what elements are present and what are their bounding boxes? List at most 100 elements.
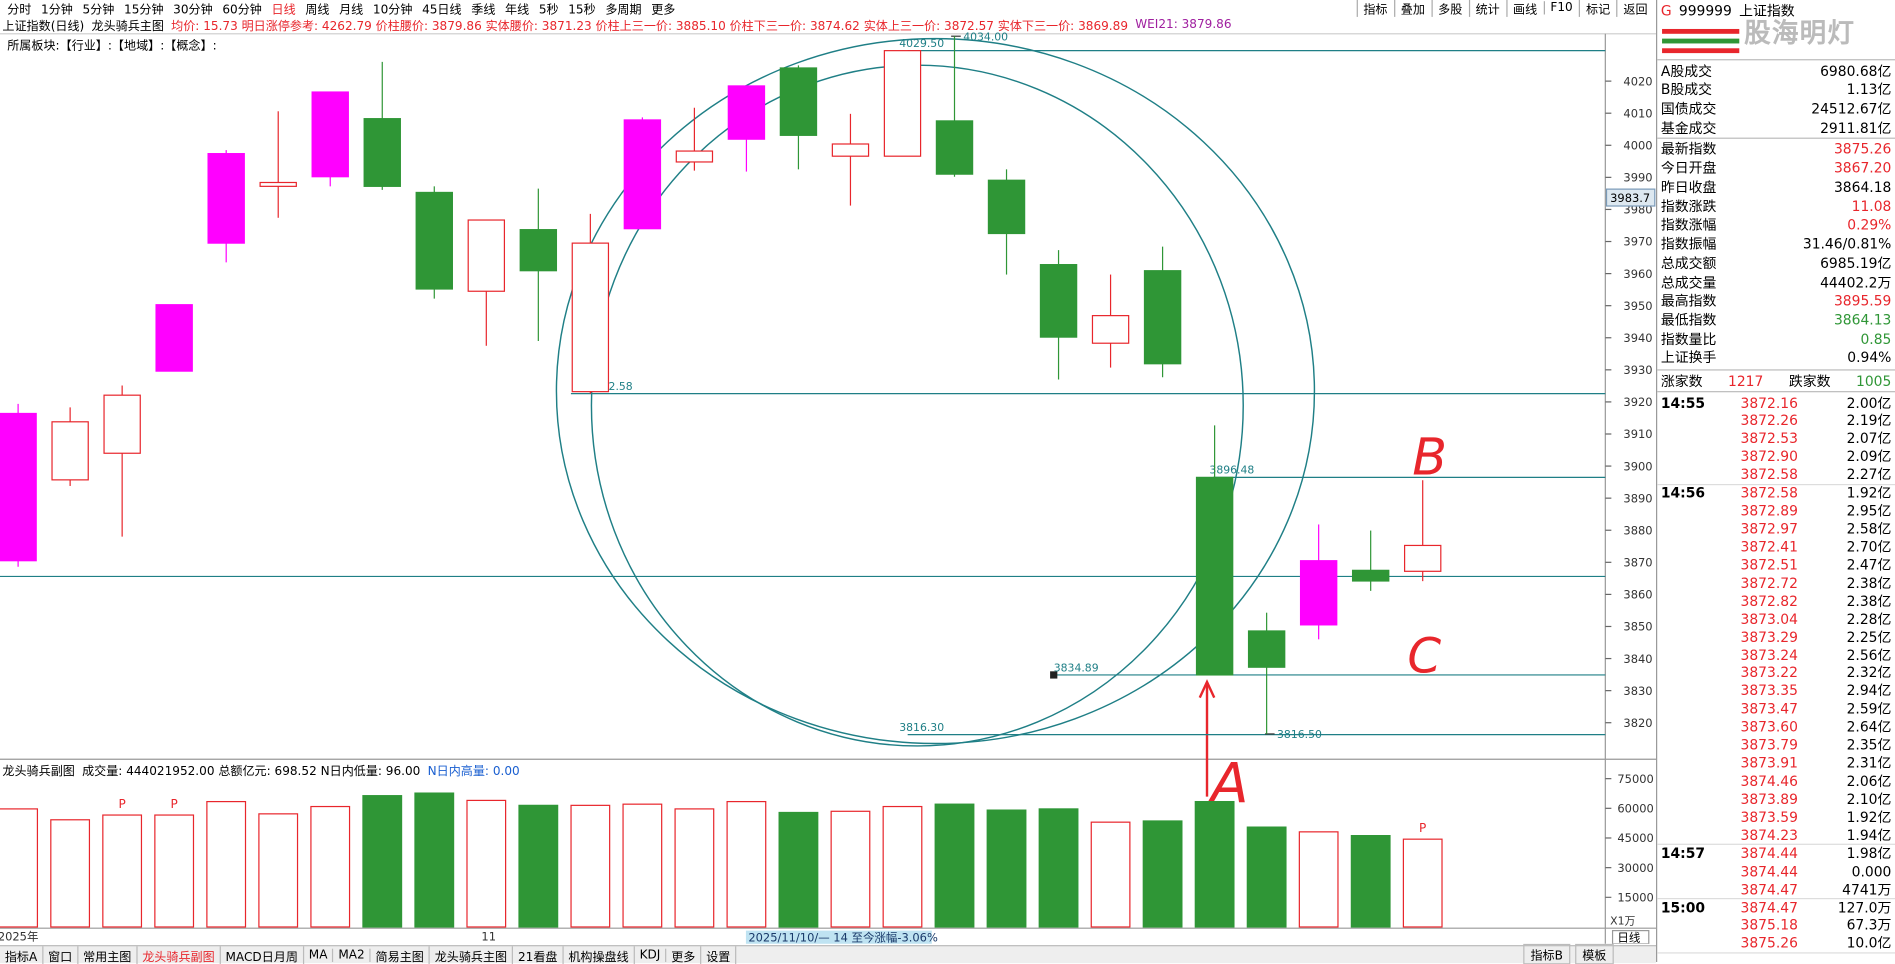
bottom-tab[interactable]: 龙头骑兵副图 [137,945,221,964]
period-tab[interactable]: 季线 [471,3,496,17]
trade-price: 3875.18 [1740,916,1798,934]
candle-body [1351,569,1390,582]
candle-body [1247,630,1286,668]
wei-value: WEI21: 3879.86 [1135,18,1232,32]
sep [1657,59,1895,61]
up-label: 涨家数 [1660,372,1703,390]
volume-bar [362,795,403,928]
chart-header: 上证指数(日线) 龙头骑兵主图 均价: 15.73 明日涨停参考: 4262.7… [2,17,1232,34]
tool-button[interactable]: 标记 [1578,0,1616,17]
trade-row: 3872.51 2.47亿 [1661,556,1892,574]
stat-label: 指数振幅 [1660,235,1717,253]
trade-row: 3872.58 2.27亿 [1661,466,1892,484]
stat-value: 0.85 [1860,330,1892,348]
y-tick-label: 3990 [1623,171,1652,185]
candle-body [1299,560,1338,626]
tool-button[interactable]: 指标 [1356,0,1393,17]
y-tick-label: 3950 [1623,299,1652,313]
trade-price: 3873.89 [1740,790,1798,808]
volume-bar [0,808,39,928]
bottom-tab[interactable]: KDJ [635,948,667,962]
bottom-tab[interactable]: 模板 [1574,943,1614,964]
down-count: 1005 [1856,372,1892,390]
candle-body [207,153,245,244]
volume-bar [1402,838,1443,928]
trade-price: 3872.26 [1740,412,1798,429]
stat-row: 指数量比 0.85 [1661,330,1892,348]
period-tab[interactable]: 1分钟 [41,3,73,17]
candle-body [311,91,349,178]
trade-row: 3873.47 2.59亿 [1661,700,1892,718]
stat-row: A股成交 6980.68亿 [1661,62,1892,80]
stat-label: 指数涨跌 [1660,197,1717,215]
range-label: 2025/11/10/— 14 至今涨幅-3.06% [748,930,938,943]
bottom-tab[interactable]: 简易主图 [371,945,430,964]
bottom-tab[interactable]: 机构操盘线 [564,945,635,964]
trade-row: 3873.59 1.92亿 [1661,808,1892,826]
bottom-tab[interactable]: MACD日月周 [221,945,304,964]
period-tab[interactable]: 5秒 [538,3,559,17]
volume-bar [622,803,663,928]
up-count: 1217 [1728,372,1764,390]
candle-body [415,191,453,290]
volume-bar [1246,826,1287,928]
price-line-label: 4034.00 [963,30,1008,43]
sep [1657,137,1895,140]
bottom-tab[interactable]: 更多 [666,945,702,964]
trade-price: 3872.58 [1740,466,1798,484]
stat-row: 总成交量 44402.2万 [1661,273,1892,291]
period-tab[interactable]: 更多 [651,3,676,17]
period-tab[interactable]: 60分钟 [222,3,262,17]
tool-button[interactable]: 画线 [1505,0,1543,17]
period-tab[interactable]: 45日线 [422,3,462,17]
period-box [1611,930,1650,944]
period-tab[interactable]: 日线 [271,3,296,17]
stat-label: 上证换手 [1660,349,1717,367]
trade-row: 3875.26 10.0亿 [1661,934,1892,952]
bottom-tab[interactable]: MA2 [333,948,371,962]
bottom-tab[interactable]: 龙头骑兵主图 [430,945,514,964]
period-tab[interactable]: 5分钟 [82,3,115,17]
bottom-tab[interactable]: 指标B [1523,943,1571,964]
trade-volume: 2.56亿 [1846,646,1892,664]
stat-row: 指数涨跌 11.08 [1661,197,1892,215]
bottom-tab[interactable]: MA [304,948,334,962]
trade-price: 3872.58 [1740,484,1798,502]
stat-value: 2911.81亿 [1820,119,1892,137]
candle-body [883,50,922,157]
trade-volume: 2.94亿 [1846,682,1892,700]
trade-row: 3873.79 2.35亿 [1661,736,1892,754]
period-tab[interactable]: 15分钟 [124,3,164,17]
trade-row: 14:56 3872.58 1.92亿 [1661,484,1892,502]
tool-button[interactable]: 返回 [1616,0,1653,17]
period-tab[interactable]: 分时 [7,3,32,17]
period-tab[interactable]: 月线 [339,3,364,17]
bottom-tab[interactable]: 常用主图 [78,945,138,964]
period-tab[interactable]: 15秒 [568,3,596,17]
bottom-tab[interactable]: 设置 [701,945,737,964]
stat-label: 昨日收盘 [1660,178,1717,196]
x-tick-label: 11 [481,929,496,943]
volume-bar [674,808,715,928]
trade-row: 3872.82 2.38亿 [1661,592,1892,610]
tool-button[interactable]: 统计 [1468,0,1505,17]
period-tab[interactable]: 10分钟 [372,3,413,17]
trade-volume: 127.0万 [1837,898,1892,916]
tool-button[interactable]: F10 [1543,1,1579,15]
bottom-tab[interactable]: 21看盘 [513,945,564,964]
period-tab[interactable]: 周线 [305,3,330,17]
stat-value: 6985.19亿 [1820,254,1892,272]
period-tab[interactable]: 多周期 [605,3,642,17]
bottom-tabs: 指标A 窗口 常用主图 龙头骑兵副图 MACD日月周 MA MA2 简易主图 龙头骑兵主图 21看… [0,945,1657,964]
period-tab[interactable]: 30分钟 [173,3,213,17]
period-tab[interactable]: 年线 [505,3,530,17]
tool-button[interactable]: 叠加 [1393,0,1431,17]
bottom-tab[interactable]: 窗口 [43,945,79,964]
bottom-tab[interactable]: 指标A [0,945,44,964]
trade-volume: 2.09亿 [1846,448,1892,466]
period-toolbar: 分时 1分钟 5分钟 15分钟 30分钟 60分钟 日线 周线 月线 10分钟 45日线 季线 年线 5秒… [0,0,676,17]
stat-row: 昨日收盘 3864.18 [1661,178,1892,196]
tool-button[interactable]: 多股 [1430,0,1468,17]
trade-volume: 4741万 [1842,880,1892,898]
stat-value: 1.13亿 [1846,81,1892,99]
